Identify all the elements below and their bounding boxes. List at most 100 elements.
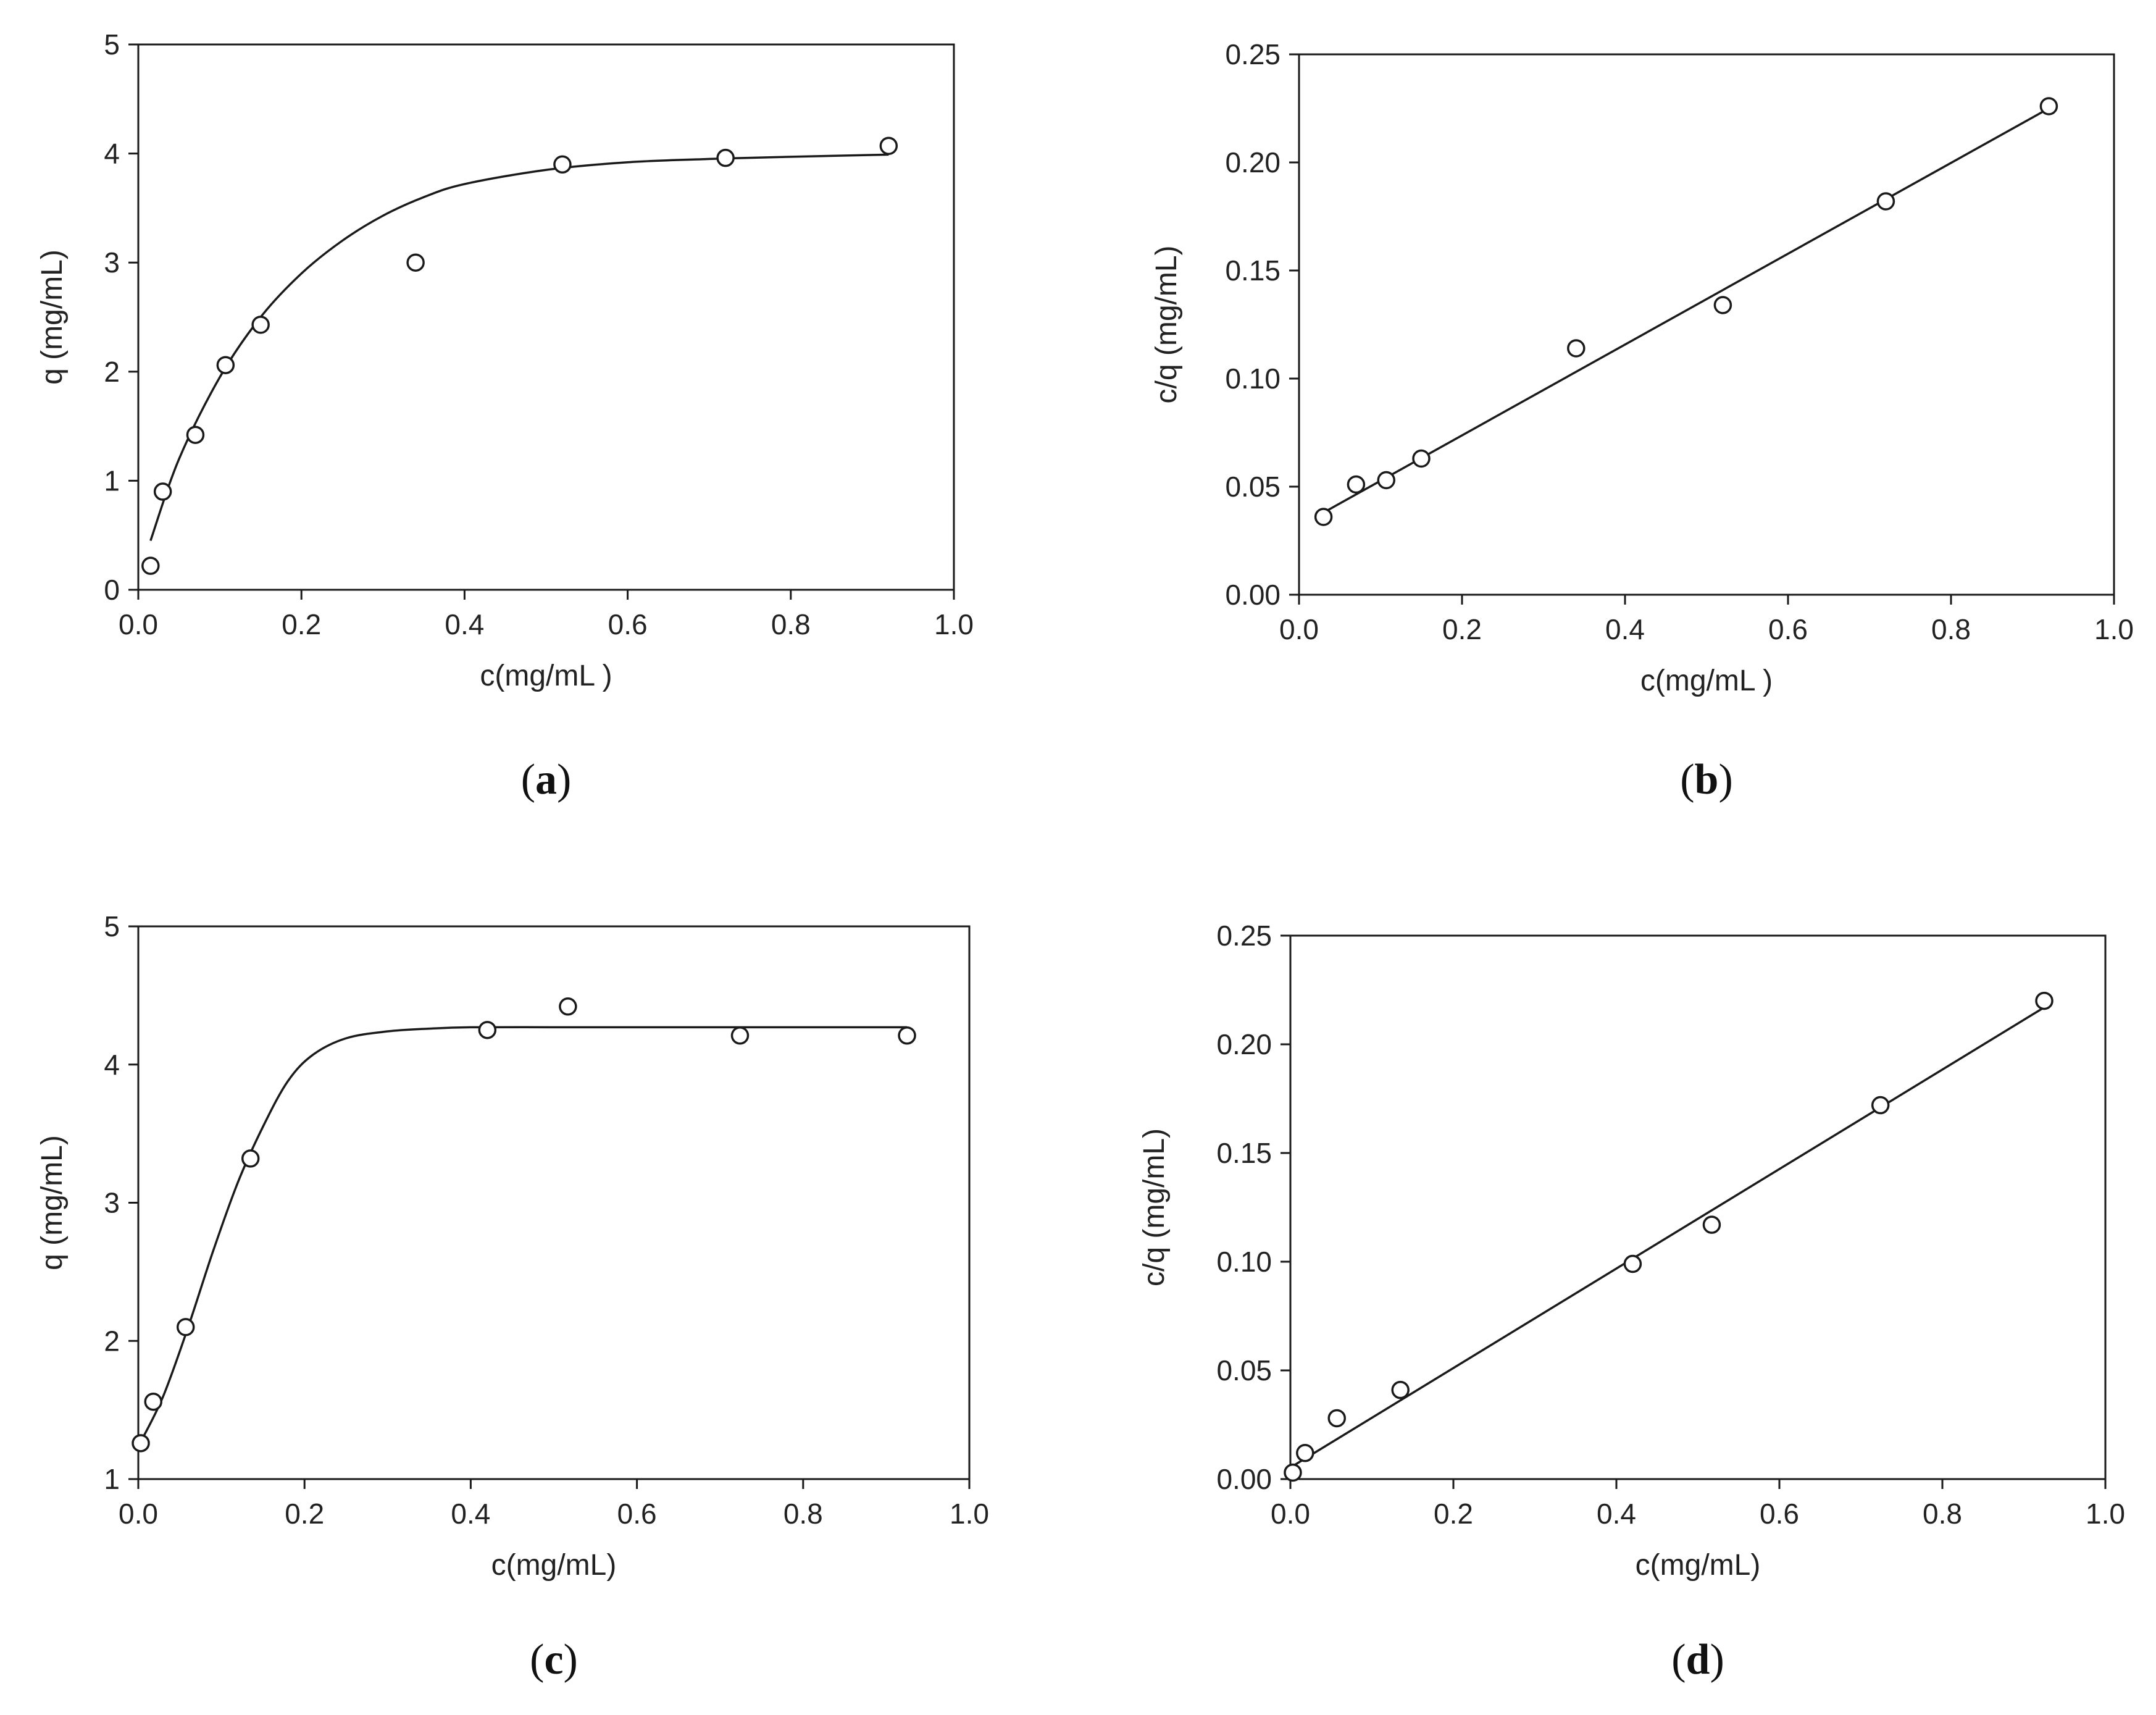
x-tick-label: 0.8 (783, 1498, 823, 1530)
y-tick-label: 4 (104, 1049, 120, 1081)
y-tick-label: 3 (104, 246, 120, 279)
data-point (559, 997, 577, 1016)
y-tick-label: 1 (104, 1463, 120, 1495)
data-point (144, 1392, 162, 1411)
y-tick-label: 5 (104, 28, 120, 61)
panel-label-close-paren: ) (564, 1636, 578, 1684)
data-point (2039, 97, 2058, 115)
x-tick-label: 0.2 (1434, 1498, 1473, 1530)
data-point (1296, 1444, 1314, 1462)
x-tick-label: 0.6 (1760, 1498, 1799, 1530)
panel-label-letter: c (544, 1636, 563, 1684)
y-tick-label: 0.10 (1225, 363, 1281, 395)
data-point (2035, 991, 2054, 1010)
y-tick-label: 0.20 (1216, 1028, 1272, 1060)
x-tick-label: 0.2 (282, 608, 321, 640)
panel-label: (a) (521, 756, 572, 803)
y-tick-label: 0.05 (1225, 471, 1281, 503)
y-tick-label: 0.10 (1216, 1246, 1272, 1278)
y-tick-label: 0.15 (1225, 254, 1281, 287)
data-point (186, 426, 205, 444)
data-point (879, 136, 898, 155)
fit-line (140, 1026, 908, 1443)
panel-a: 0.0 0.2 0.4 0.6 0.8 1.0 0 1 2 3 4 5 c(mg/mL ) q (mg/m… (36, 28, 974, 803)
panel-label: (c) (530, 1636, 578, 1684)
x-tick-label: 0.0 (119, 608, 158, 640)
data-point (1567, 339, 1586, 358)
panel-c: 0.0 0.2 0.4 0.6 0.8 1.0 1 2 3 4 5 c(mg/mL) q (mg/mL)… (36, 910, 989, 1684)
y-tick-label: 2 (104, 1325, 120, 1357)
x-tick-label: 0.8 (771, 608, 811, 640)
data-point (1284, 1463, 1302, 1482)
data-point (730, 1026, 750, 1045)
y-axis-title: q (mg/mL) (36, 1135, 69, 1270)
panel-b: 0.0 0.2 0.4 0.6 0.8 1.0 0.00 0.05 0.10 0.15 0.20 0.… (1150, 38, 2134, 803)
x-tick-label: 0.8 (1931, 613, 1971, 645)
data-point (1876, 192, 1895, 211)
x-tick-label: 0.0 (1271, 1498, 1310, 1530)
panel-label-open-paren: ( (530, 1636, 544, 1684)
x-axis-title: c(mg/mL) (1636, 1549, 1761, 1582)
data-point (1623, 1254, 1642, 1273)
x-tick-label: 0.0 (119, 1498, 158, 1530)
x-tick-label: 0.6 (617, 1498, 657, 1530)
x-tick-label: 0.4 (1605, 613, 1645, 645)
panel-label-close-paren: ) (1718, 756, 1732, 803)
y-tick-label: 0.20 (1225, 146, 1281, 178)
panel-label-open-paren: ( (521, 756, 535, 803)
data-point (553, 155, 572, 174)
data-point (1327, 1409, 1346, 1428)
y-tick-label: 0.25 (1216, 920, 1272, 952)
panel-label-letter: d (1686, 1636, 1710, 1684)
data-point (1347, 475, 1366, 494)
x-tick-label: 1.0 (934, 608, 974, 640)
panel-label-letter: a (535, 756, 557, 803)
panel-label-close-paren: ) (557, 756, 571, 803)
data-point (141, 556, 160, 575)
y-tick-label: 0.05 (1216, 1354, 1272, 1386)
x-tick-label: 0.4 (451, 1498, 490, 1530)
data-point (1412, 449, 1431, 468)
data-point (1871, 1096, 1890, 1115)
panel-label-letter: b (1695, 756, 1719, 803)
x-tick-label: 1.0 (2086, 1498, 2125, 1530)
y-tick-label: 0.25 (1225, 38, 1281, 70)
data-point (251, 316, 270, 334)
data-point (1377, 471, 1395, 490)
plot-frame (137, 925, 971, 1480)
panel-label-open-paren: ( (1680, 756, 1694, 803)
fit-line (1292, 1006, 2045, 1467)
y-tick-label: 1 (104, 464, 120, 497)
x-tick-label: 0.6 (608, 608, 648, 640)
x-axis-title: c(mg/mL ) (480, 660, 612, 692)
panel-label-close-paren: ) (1710, 1636, 1724, 1684)
x-axis-title: c(mg/mL ) (1640, 665, 1773, 697)
panel-label-open-paren: ( (1671, 1636, 1686, 1684)
data-point (1702, 1215, 1721, 1234)
panel-label: (d) (1671, 1636, 1724, 1684)
data-point (716, 148, 735, 167)
data-point (153, 482, 172, 501)
panel-label: (b) (1680, 756, 1733, 803)
data-point (1314, 508, 1333, 526)
data-point (176, 1318, 195, 1336)
plot-frame (1289, 934, 2107, 1480)
x-tick-label: 0.6 (1768, 613, 1808, 645)
y-tick-label: 0.15 (1216, 1137, 1272, 1169)
fit-line (149, 153, 889, 542)
x-tick-label: 0.0 (1279, 613, 1319, 645)
y-axis-title: q (mg/mL) (36, 249, 69, 385)
y-axis-title: c/q (mg/mL) (1138, 1128, 1171, 1286)
y-tick-label: 0 (104, 574, 120, 606)
x-tick-label: 0.4 (1597, 1498, 1636, 1530)
data-point (132, 1434, 150, 1453)
y-tick-label: 0.00 (1216, 1463, 1272, 1495)
y-tick-label: 3 (104, 1187, 120, 1219)
plot-frame (1298, 53, 2115, 596)
data-point (478, 1021, 497, 1039)
data-point (1391, 1380, 1410, 1399)
x-axis-title: c(mg/mL) (491, 1549, 617, 1582)
data-point (241, 1149, 260, 1168)
data-point (898, 1026, 916, 1045)
data-point (406, 253, 425, 272)
